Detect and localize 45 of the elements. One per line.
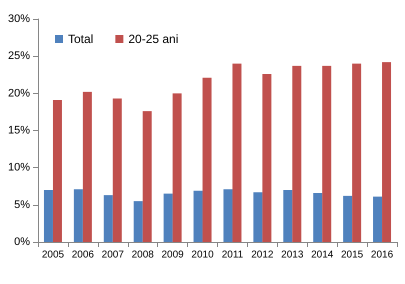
bar (262, 74, 272, 242)
x-tick-label: 2008 (132, 250, 154, 260)
x-tick-label: 2012 (251, 250, 274, 260)
bar (352, 64, 362, 242)
y-tick-label: 10% (8, 162, 30, 174)
bar (382, 62, 392, 242)
bar (223, 189, 232, 242)
x-tick-label: 2007 (102, 250, 124, 260)
bar (343, 196, 352, 242)
x-tick-label: 2010 (191, 250, 214, 260)
bar (202, 78, 212, 242)
y-tick-label: 30% (8, 13, 30, 25)
bar (134, 201, 143, 242)
legend-label: 20-25 ani (128, 32, 178, 46)
bar (44, 190, 53, 242)
y-tick-label: 20% (8, 87, 30, 100)
x-tick-label: 2006 (72, 250, 94, 260)
y-tick-label: 0% (14, 236, 30, 248)
legend-label: Total (68, 32, 94, 46)
bar (232, 64, 242, 242)
x-tick-label: 2014 (311, 250, 334, 260)
x-tick-label: 2011 (222, 250, 244, 260)
bar (253, 192, 262, 242)
bar (142, 111, 152, 242)
bar (194, 190, 203, 242)
bar (112, 98, 122, 242)
x-tick-label: 2015 (341, 250, 364, 260)
y-tick-label: 15% (8, 124, 30, 136)
bar (74, 189, 83, 242)
bar (172, 93, 182, 242)
bar (104, 195, 113, 242)
bar (313, 192, 322, 242)
y-tick-label: 5% (14, 198, 30, 211)
bar (82, 92, 92, 242)
bar (292, 66, 302, 242)
y-tick-label: 25% (8, 50, 30, 62)
x-tick-label: 2009 (162, 250, 184, 260)
bar (283, 190, 292, 242)
x-tick-label: 2016 (370, 250, 394, 260)
bar (322, 66, 332, 242)
x-tick-label: 2013 (281, 250, 304, 260)
x-tick-label: 2005 (42, 250, 65, 260)
bar (373, 196, 382, 242)
bar (164, 194, 173, 242)
bar (52, 100, 62, 242)
